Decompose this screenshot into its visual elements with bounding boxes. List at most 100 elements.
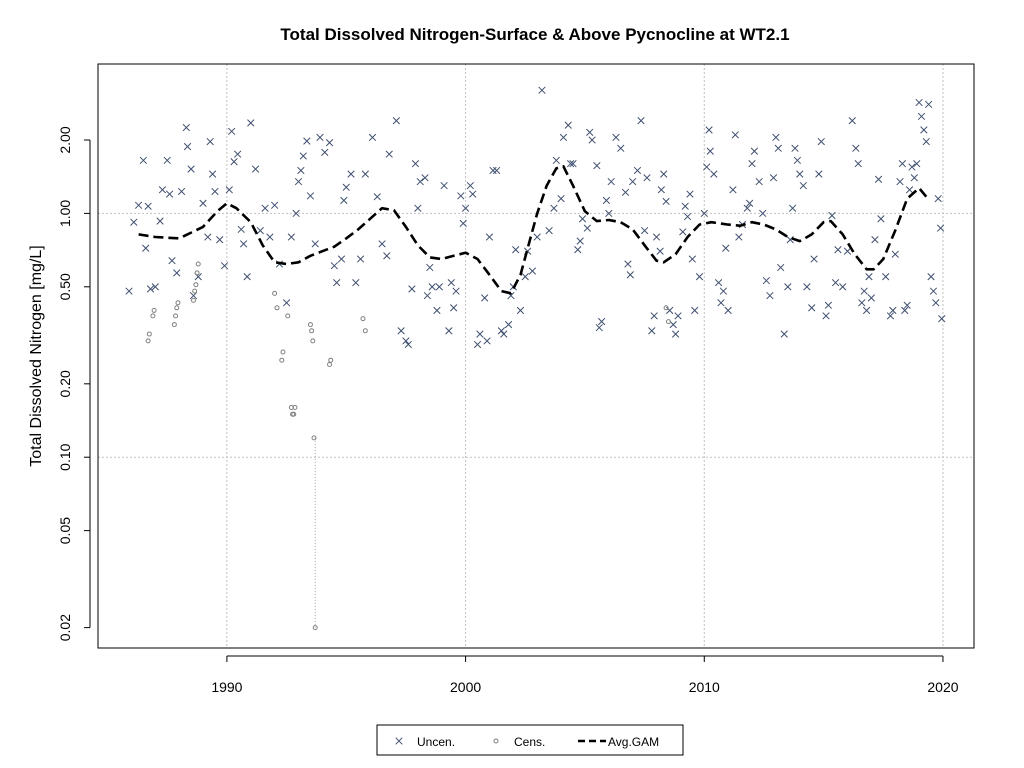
uncensored-point: [151, 283, 159, 291]
uncensored-point: [865, 273, 873, 281]
uncensored-point: [915, 98, 923, 107]
x-tick-label: 2010: [689, 679, 720, 695]
legend-label: Cens.: [514, 735, 545, 749]
uncensored-point: [719, 287, 728, 295]
uncensored-point: [385, 150, 393, 158]
uncensored-point: [691, 306, 699, 315]
uncensored-point: [500, 330, 508, 338]
uncensored-point: [316, 133, 324, 142]
censored-point: [307, 322, 313, 328]
uncensored-point: [550, 204, 558, 212]
uncensored-point: [714, 278, 723, 287]
x-tick-label: 1990: [211, 679, 242, 695]
uncensored-point: [182, 123, 190, 132]
uncensored-point: [569, 159, 577, 168]
uncensored-point: [404, 340, 412, 349]
uncensored-point: [325, 139, 334, 147]
gam-curve: [138, 165, 930, 295]
uncensored-point: [204, 233, 212, 241]
uncensored-point: [854, 159, 862, 168]
censored-point: [175, 300, 181, 306]
uncensored-point: [660, 170, 668, 178]
uncensored-point: [266, 233, 274, 241]
y-tick-label: 1.00: [57, 200, 73, 227]
uncensored-point: [156, 217, 164, 225]
y-tick-label: 0.20: [57, 370, 73, 397]
axes: 1990 2000 2010 2020 0.02 0.05 0.10 0.20 0.50 1.00…: [57, 126, 959, 695]
uncensored-point: [927, 273, 935, 281]
uncensored-point: [597, 317, 606, 326]
uncensored-point: [497, 327, 506, 335]
uncensored-point: [163, 156, 171, 165]
uncensored-point: [772, 133, 780, 142]
uncensored-point: [142, 244, 150, 252]
uncensored-point: [481, 294, 489, 302]
uncensored-point: [593, 161, 601, 170]
uncensored-point: [552, 156, 560, 165]
uncensored-point: [706, 147, 714, 155]
uncensored-point: [247, 119, 255, 127]
censored-point: [192, 288, 198, 294]
uncensored-point: [392, 117, 401, 125]
censored-point: [190, 297, 196, 303]
uncensored-point: [612, 133, 620, 142]
uncensored-point: [637, 117, 645, 125]
uncensored-point: [769, 174, 778, 182]
censored-point: [174, 305, 180, 311]
uncensored-point: [745, 199, 754, 207]
uncensored-point: [640, 226, 649, 235]
censored-point: [194, 270, 200, 276]
uncensored-point: [538, 86, 546, 94]
censored-point: [309, 328, 315, 334]
uncensored-point: [735, 233, 743, 241]
uncensored-point: [815, 170, 823, 178]
uncensored-point: [445, 327, 453, 335]
uncensored-point: [874, 175, 883, 183]
legend-uncensored-symbol: [395, 737, 403, 745]
uncensored-point: [447, 278, 455, 287]
uncensored-point: [624, 260, 632, 268]
censored-point: [291, 411, 297, 417]
legend: Uncen. Cens. Avg.GAM: [376, 724, 684, 756]
censored-point: [665, 319, 671, 325]
data-points: [125, 86, 946, 631]
x-tick-label: 2020: [927, 679, 958, 695]
uncensored-point: [810, 255, 818, 263]
uncensored-point: [297, 166, 305, 175]
censored-point: [195, 261, 201, 267]
uncensored-point: [808, 304, 816, 312]
uncensored-point: [766, 291, 774, 300]
censored-point: [663, 305, 669, 311]
uncensored-point: [461, 204, 470, 212]
uncensored-point: [799, 181, 807, 190]
uncensored-point: [934, 194, 942, 203]
uncensored-point: [700, 209, 708, 218]
uncensored-point: [860, 287, 868, 295]
grid: [98, 64, 974, 648]
censored-point: [145, 338, 151, 344]
uncensored-point: [674, 312, 682, 320]
censored-point: [279, 357, 285, 363]
y-axis-label: Total Dissolved Nitrogen [mg/L]: [28, 245, 45, 466]
uncensored-point: [705, 126, 713, 134]
legend-censored-symbol: [493, 738, 499, 744]
uncensored-point: [559, 133, 568, 142]
uncensored-point: [492, 166, 501, 175]
uncensored-point: [750, 147, 759, 155]
uncensored-point: [125, 287, 133, 295]
legend-label: Uncen.: [417, 735, 455, 749]
uncensored-point: [574, 246, 582, 254]
uncensored-point: [831, 278, 840, 287]
y-tick-label: 0.10: [57, 443, 73, 470]
uncensored-point: [216, 236, 224, 244]
uncensored-point: [435, 283, 443, 291]
uncensored-point: [168, 257, 176, 265]
uncensored-point: [466, 181, 475, 190]
uncensored-point: [666, 306, 674, 315]
censored-point: [312, 625, 318, 631]
uncensored-point: [932, 299, 940, 307]
uncensored-point: [671, 330, 680, 338]
uncensored-point: [822, 312, 830, 320]
uncensored-point: [206, 137, 214, 146]
y-tick-label: 0.50: [57, 273, 73, 300]
